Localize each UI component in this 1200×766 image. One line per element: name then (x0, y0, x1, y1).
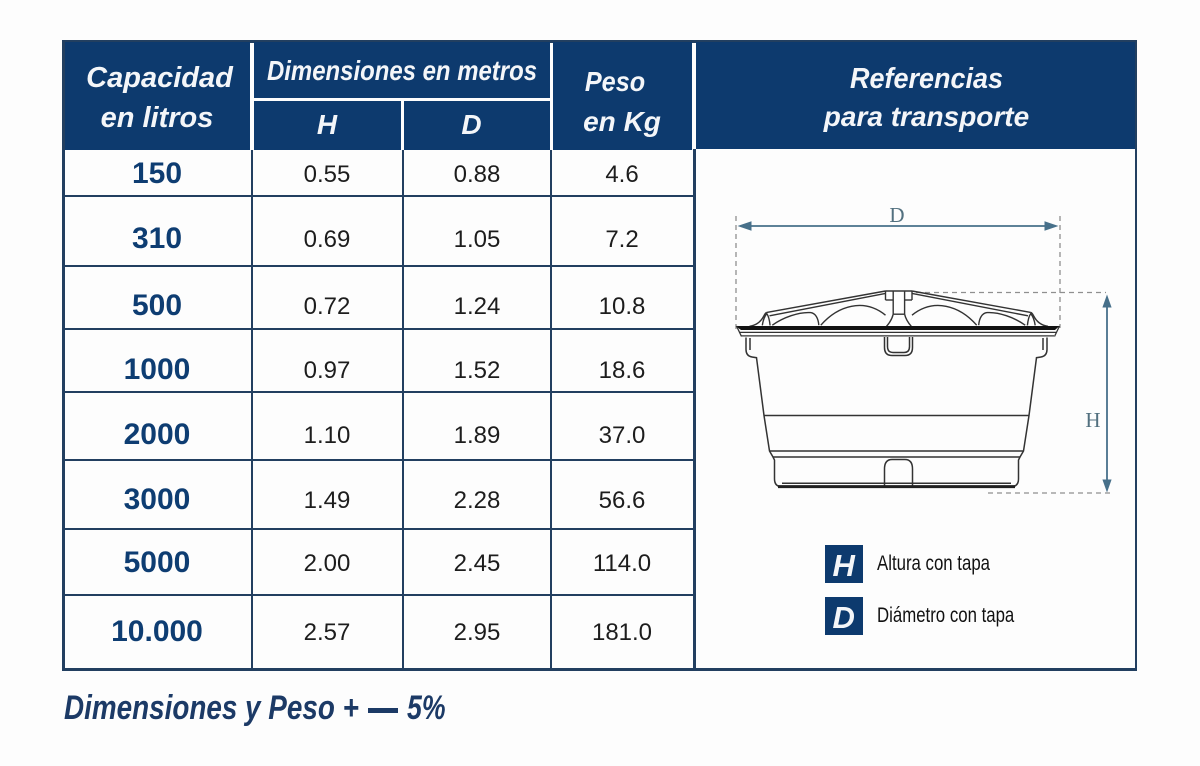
svg-text:D: D (889, 203, 904, 227)
svg-text:H: H (1085, 408, 1100, 432)
